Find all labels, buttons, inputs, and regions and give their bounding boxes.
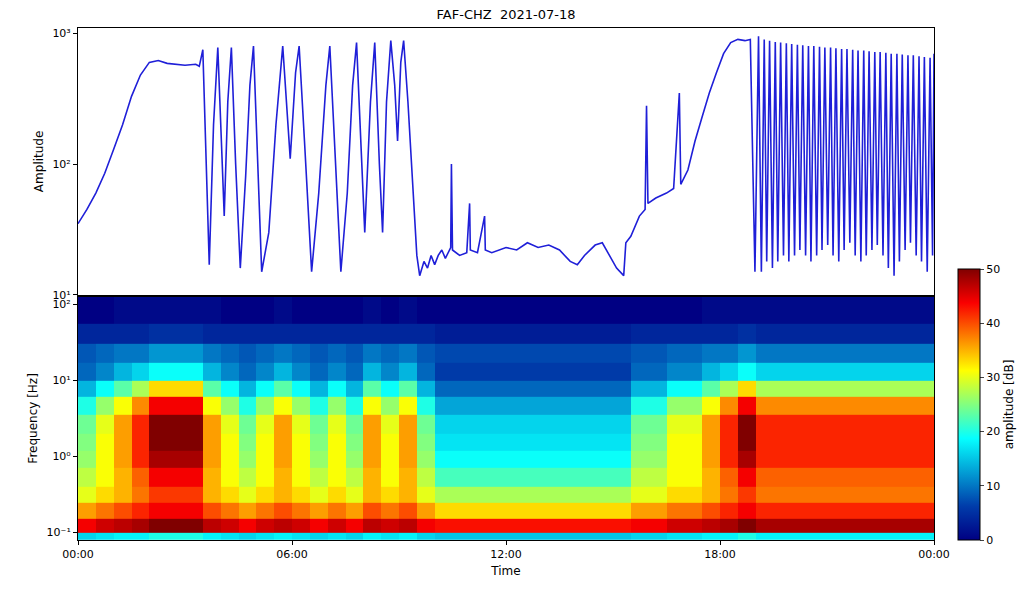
svg-text:10¹: 10¹	[52, 374, 70, 387]
svg-text:0: 0	[986, 534, 993, 547]
svg-text:06:00: 06:00	[276, 548, 308, 561]
svg-text:Frequency [Hz]: Frequency [Hz]	[26, 373, 40, 464]
svg-text:10²: 10²	[52, 298, 70, 311]
svg-text:10³: 10³	[52, 27, 70, 40]
svg-text:30: 30	[986, 371, 1000, 384]
svg-text:FAF-CHZ 2021-07-18: FAF-CHZ 2021-07-18	[437, 7, 576, 22]
svg-text:10: 10	[986, 480, 1000, 493]
svg-text:00:00: 00:00	[62, 548, 94, 561]
svg-text:50: 50	[986, 263, 1000, 276]
svg-text:amplitude [dB]: amplitude [dB]	[1002, 360, 1016, 450]
svg-text:18:00: 18:00	[704, 548, 736, 561]
svg-text:10¹: 10¹	[52, 289, 70, 302]
svg-text:Amplitude: Amplitude	[32, 131, 46, 193]
svg-text:10⁰: 10⁰	[52, 450, 71, 463]
svg-text:10⁻¹: 10⁻¹	[47, 526, 71, 539]
svg-text:12:00: 12:00	[490, 548, 522, 561]
svg-text:00:00: 00:00	[918, 548, 950, 561]
svg-text:20: 20	[986, 425, 1000, 438]
svg-text:10²: 10²	[52, 158, 70, 171]
svg-text:40: 40	[986, 317, 1000, 330]
svg-text:Time: Time	[490, 564, 520, 578]
